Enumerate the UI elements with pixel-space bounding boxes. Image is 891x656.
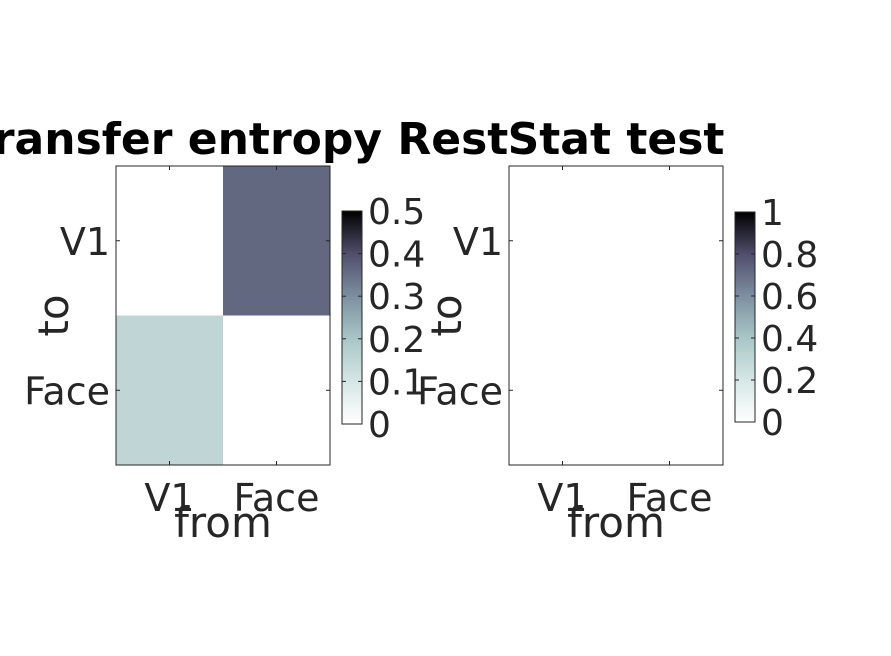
colorbar-tick-label: 0.2	[761, 361, 818, 402]
colorbar	[734, 211, 756, 423]
axes-box	[508, 165, 724, 466]
colorbar-tick-label: 0.3	[368, 277, 425, 318]
x-tick-label: Face	[627, 476, 713, 520]
chart-title: Stat test	[508, 114, 725, 165]
y-tick-label: V1	[60, 220, 110, 264]
y-tick-label: Face	[24, 369, 110, 413]
y-tick-label: Face	[417, 369, 503, 413]
colorbar-tick-label: 1	[761, 193, 784, 234]
heatmap-cell-face-v1	[509, 315, 616, 465]
heatmap-cell-face-face	[223, 315, 330, 465]
heatmap-cell-v1-face	[223, 166, 330, 316]
colorbar-tick-label: 0.4	[368, 235, 425, 276]
y-axis-label: to	[422, 294, 471, 336]
heatmap-cell-face-face	[616, 315, 723, 465]
axes-box	[115, 165, 331, 466]
x-tick-label: V1	[537, 476, 587, 520]
heatmap-cell-v1-face	[616, 166, 723, 316]
heatmap-cell-v1-v1	[116, 166, 223, 316]
x-tick-label: Face	[234, 476, 320, 520]
colorbar-tick-label: 0.1	[368, 362, 425, 403]
x-tick-label: V1	[144, 476, 194, 520]
y-axis-label: to	[29, 294, 78, 336]
chart-title: Transfer entropy Rest	[0, 114, 508, 165]
colorbar-tick-label: 0.5	[368, 192, 425, 233]
colorbar-tick-label: 0	[368, 405, 391, 446]
colorbar-tick-label: 0.4	[761, 319, 818, 360]
heatmap-cell-v1-v1	[509, 166, 616, 316]
colorbar-tick-label: 0	[761, 403, 784, 444]
y-tick-label: V1	[453, 220, 503, 264]
colorbar-tick-label: 0.8	[761, 235, 818, 276]
heatmap-cell-face-v1	[116, 315, 223, 465]
x-axis-label: from	[174, 498, 272, 547]
colorbar-tick-label: 0.2	[368, 320, 425, 361]
colorbar	[341, 210, 363, 425]
x-axis-label: from	[567, 498, 665, 547]
colorbar-tick-label: 0.6	[761, 277, 818, 318]
